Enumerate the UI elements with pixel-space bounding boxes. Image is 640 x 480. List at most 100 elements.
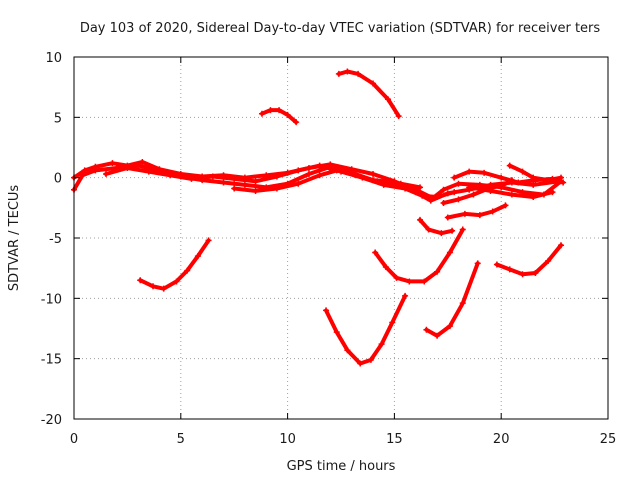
data-point bbox=[357, 360, 364, 367]
data-point bbox=[446, 323, 453, 330]
data-point bbox=[459, 300, 466, 307]
data-point bbox=[485, 185, 492, 192]
x-axis-label: GPS time / hours bbox=[287, 459, 396, 474]
x-tick-label: 20 bbox=[493, 432, 510, 447]
series-line bbox=[104, 163, 457, 199]
grid-lines bbox=[74, 57, 608, 419]
data-point bbox=[209, 173, 216, 180]
series-arc-bottom-right bbox=[423, 260, 481, 339]
data-point bbox=[137, 277, 144, 284]
chart-title: Day 103 of 2020, Sidereal Day-to-day VTE… bbox=[80, 21, 601, 36]
data-point bbox=[384, 96, 391, 103]
data-point bbox=[374, 178, 381, 185]
data-point bbox=[109, 160, 116, 167]
x-tick-label: 0 bbox=[70, 432, 78, 447]
data-point bbox=[355, 70, 362, 77]
data-point bbox=[506, 266, 513, 273]
data-point bbox=[406, 278, 413, 285]
data-point bbox=[370, 171, 377, 178]
series-line bbox=[324, 293, 408, 366]
data-point bbox=[530, 193, 537, 200]
data-point bbox=[502, 202, 509, 209]
data-point bbox=[367, 356, 374, 363]
data-point bbox=[476, 212, 483, 219]
data-point bbox=[558, 174, 565, 181]
data-point bbox=[305, 171, 312, 178]
series-arc-top-left bbox=[258, 107, 300, 126]
series-arc-mid-small bbox=[417, 216, 456, 237]
data-point bbox=[167, 172, 174, 179]
data-point bbox=[150, 283, 157, 290]
data-point bbox=[252, 187, 259, 194]
data-point bbox=[205, 237, 212, 244]
data-point bbox=[173, 278, 180, 285]
series-arc-lower-rising bbox=[444, 202, 509, 221]
data-point bbox=[549, 189, 556, 196]
data-point bbox=[335, 70, 342, 77]
data-point bbox=[293, 119, 300, 126]
series-arc-bottom-v bbox=[323, 292, 409, 367]
data-point bbox=[258, 110, 265, 117]
data-point bbox=[231, 185, 238, 192]
data-point bbox=[344, 347, 351, 354]
data-point bbox=[395, 113, 402, 120]
y-tick-label: 0 bbox=[54, 172, 62, 187]
data-point bbox=[474, 260, 481, 267]
data-point bbox=[558, 242, 565, 249]
data-point bbox=[489, 208, 496, 215]
data-point bbox=[241, 181, 248, 188]
data-point bbox=[519, 271, 526, 278]
y-tick-label: -5 bbox=[49, 232, 62, 247]
axes: 0 5 10 15 20 25 -20 -15 -10 -5 0 5 10 bbox=[41, 51, 617, 447]
data-point bbox=[530, 181, 537, 188]
series-arc-rising bbox=[440, 177, 515, 207]
data-point bbox=[466, 168, 473, 175]
data-point bbox=[79, 172, 86, 179]
data-point bbox=[560, 179, 567, 186]
data-point bbox=[273, 173, 280, 180]
series-band-f bbox=[506, 162, 565, 184]
data-point bbox=[530, 174, 537, 181]
data-point bbox=[316, 162, 323, 169]
data-point bbox=[139, 158, 146, 165]
data-point bbox=[419, 192, 426, 199]
series-line bbox=[494, 243, 563, 277]
data-point bbox=[273, 185, 280, 192]
data-point bbox=[295, 180, 302, 187]
data-point bbox=[519, 168, 526, 175]
series-line bbox=[336, 69, 401, 119]
data-point bbox=[449, 227, 456, 234]
x-tick-label: 15 bbox=[386, 432, 403, 447]
data-point bbox=[389, 319, 396, 326]
data-point bbox=[466, 184, 473, 191]
data-point bbox=[434, 193, 441, 200]
data-point bbox=[160, 285, 167, 292]
data-point bbox=[508, 191, 515, 198]
y-tick-label: -10 bbox=[41, 292, 62, 307]
data-point bbox=[393, 274, 400, 281]
data-point bbox=[459, 226, 466, 233]
data-point bbox=[440, 200, 447, 207]
y-tick-label: 10 bbox=[45, 51, 62, 66]
data-point bbox=[344, 68, 351, 75]
data-point bbox=[508, 177, 515, 184]
data-point bbox=[446, 249, 453, 256]
data-point bbox=[506, 162, 513, 169]
y-tick-label: -15 bbox=[41, 353, 62, 368]
x-tick-label: 10 bbox=[279, 432, 296, 447]
data-point bbox=[500, 181, 507, 188]
data-point bbox=[284, 111, 291, 118]
data-point bbox=[545, 257, 552, 264]
data-point bbox=[440, 186, 447, 193]
y-tick-label: 5 bbox=[54, 111, 62, 126]
data-point bbox=[382, 263, 389, 270]
data-point bbox=[421, 278, 428, 285]
data-point bbox=[276, 107, 283, 114]
data-point bbox=[545, 177, 552, 184]
data-point bbox=[397, 180, 404, 187]
data-point bbox=[124, 165, 131, 172]
data-point bbox=[188, 175, 195, 182]
series-arc-top-center bbox=[335, 68, 402, 120]
y-axis-label: SDTVAR / TECUs bbox=[7, 185, 22, 292]
